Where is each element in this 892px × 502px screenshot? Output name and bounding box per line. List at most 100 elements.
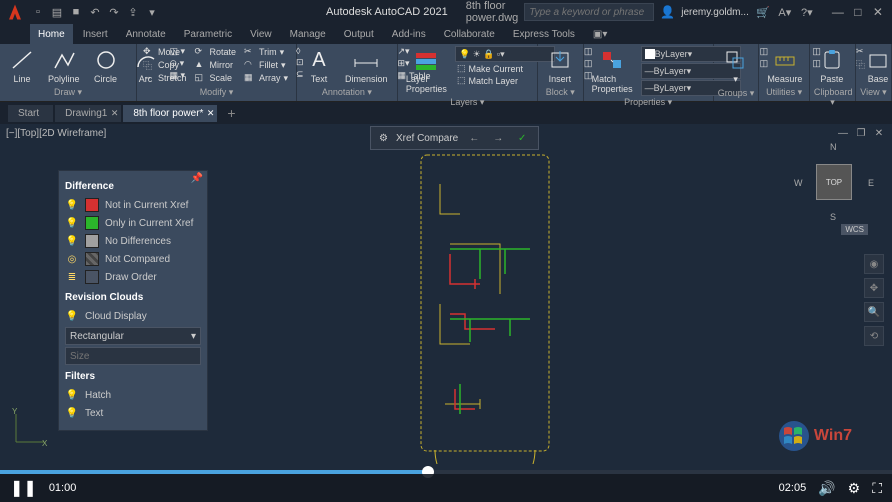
panel-layers-title[interactable]: Layers ▾ [402,96,533,109]
palette-row[interactable]: ◎Not Compared [65,250,201,268]
polyline-button[interactable]: Polyline [44,46,84,86]
ribbon-tab-parametric[interactable]: Parametric [176,24,240,44]
cloud-shape-combo[interactable]: Rectangular▾ [65,327,201,345]
insert-button[interactable]: Insert [542,46,578,86]
maximize-button[interactable]: □ [849,3,867,21]
panel-properties-title[interactable]: Properties ▾ [588,96,709,109]
array-button[interactable]: ▦Array ▾ [242,72,290,84]
qat-save-icon[interactable]: ■ [68,4,84,20]
apps-icon[interactable]: A▾ [777,4,793,20]
viewport-restore-icon[interactable]: ❐ [854,126,868,140]
panel-view-title[interactable]: View ▾ [860,86,887,99]
panel-annotation-title[interactable]: Annotation ▾ [301,86,393,99]
line-button[interactable]: Line [4,46,40,86]
panel-clipboard-title[interactable]: Clipboard ▾ [814,86,851,109]
wcs-badge[interactable]: WCS [841,224,868,235]
paste-button[interactable]: Paste [814,46,850,86]
ribbon-tab-insert[interactable]: Insert [75,24,116,44]
panel-utilities-title[interactable]: Utilities ▾ [763,86,805,99]
ribbon-tab-collaborate[interactable]: Collaborate [436,24,503,44]
search-input[interactable] [524,3,654,21]
viewcube[interactable]: TOP N S E W [794,142,874,222]
xref-accept-button[interactable]: ✓ [514,130,530,146]
xref-next-button[interactable]: → [490,130,506,146]
viewport-minimize-icon[interactable]: — [836,126,850,140]
circle-button[interactable]: Circle [88,46,124,86]
ribbon-tab-view[interactable]: View [242,24,280,44]
target-icon[interactable]: ◎ [65,252,79,266]
group-button[interactable]: ▾ [718,46,754,87]
qat-open-icon[interactable]: ▤ [49,4,65,20]
fillet-button[interactable]: ◠Fillet ▾ [242,59,290,71]
volume-icon[interactable]: 🔊 [818,480,835,497]
palette-row[interactable]: 💡No Differences [65,232,201,250]
mirror-button[interactable]: ▲Mirror [192,59,238,71]
panel-block-title[interactable]: Block ▾ [542,86,579,99]
user-icon[interactable]: 👤 [660,5,675,19]
copy-button[interactable]: ⿻Copy [141,59,189,71]
cart-icon[interactable]: 🛒 [755,4,771,20]
nav-pan-icon[interactable]: ✥ [864,278,884,298]
cloud-display-row[interactable]: 💡Cloud Display [65,307,201,325]
lightbulb-icon[interactable]: 💡 [65,198,79,212]
palette-row[interactable]: ≣Draw Order [65,268,201,286]
scale-button[interactable]: ◱Scale [192,72,238,84]
ribbon-tab-output[interactable]: Output [336,24,382,44]
add-tab-button[interactable]: + [219,105,243,121]
viewcube-e[interactable]: E [868,178,874,188]
lightbulb-icon[interactable]: 💡 [65,388,79,402]
lightbulb-icon[interactable]: 💡 [65,406,79,420]
gear-icon[interactable]: ⚙ [379,133,388,144]
help-icon[interactable]: ?▾ [799,4,815,20]
palette-row[interactable]: 💡Only in Current Xref [65,214,201,232]
stretch-button[interactable]: ⇔Stretch [141,72,189,84]
viewcube-w[interactable]: W [794,178,803,188]
lightbulb-icon[interactable]: 💡 [65,234,79,248]
text-button[interactable]: AText [301,46,337,86]
ribbon-tab-addins[interactable]: Add-ins [384,24,434,44]
nav-orbit-icon[interactable]: ⟲ [864,326,884,346]
qat-redo-icon[interactable]: ↷ [106,4,122,20]
move-button[interactable]: ✥Move [141,46,189,58]
viewcube-s[interactable]: S [830,212,836,222]
base-button[interactable]: Base [860,46,892,86]
trim-button[interactable]: ✂Trim ▾ [242,46,290,58]
ribbon-tab-manage[interactable]: Manage [282,24,334,44]
qat-new-icon[interactable]: ▫ [30,4,46,20]
viewport-close-icon[interactable]: ✕ [872,126,886,140]
stack-icon[interactable]: ≣ [65,270,79,284]
dimension-button[interactable]: Dimension [341,46,392,86]
ribbon-tab-annotate[interactable]: Annotate [118,24,174,44]
lightbulb-icon[interactable]: 💡 [65,216,79,230]
measure-button[interactable]: Measure [763,46,806,86]
pause-button[interactable]: ❚❚ [10,478,37,498]
settings-icon[interactable]: ⚙ [848,480,861,497]
fullscreen-icon[interactable]: ⛶ [872,480,882,497]
ribbon-tab-home[interactable]: Home [30,24,73,44]
pin-icon[interactable]: 📌 [191,173,203,184]
viewcube-n[interactable]: N [830,142,837,152]
rotate-button[interactable]: ⟳Rotate [192,46,238,58]
nav-wheel-icon[interactable]: ◉ [864,254,884,274]
user-name[interactable]: jeremy.goldm... [681,7,749,18]
panel-draw-title[interactable]: Draw ▾ [4,86,132,99]
ribbon-tab-express[interactable]: Express Tools [505,24,583,44]
panel-modify-title[interactable]: Modify ▾ [141,86,292,99]
doc-tab-8thfloor[interactable]: 8th floor power*✕ [123,105,217,122]
qat-undo-icon[interactable]: ↶ [87,4,103,20]
panel-groups-title[interactable]: Groups ▾ [718,87,755,100]
doc-tab-start[interactable]: Start [8,105,53,122]
filter-hatch-row[interactable]: 💡Hatch [65,386,201,404]
doc-tab-drawing1[interactable]: Drawing1✕ [55,105,121,122]
viewport[interactable]: [−][Top][2D Wireframe] — ❐ ✕ ⚙ Xref Comp… [0,124,892,482]
xref-prev-button[interactable]: ← [466,130,482,146]
match-properties-button[interactable]: Match Properties [588,46,637,96]
close-tab-icon[interactable]: ✕ [207,108,215,119]
qat-share-icon[interactable]: ⇪ [125,4,141,20]
close-tab-icon[interactable]: ✕ [111,108,119,119]
nav-zoom-icon[interactable]: 🔍 [864,302,884,322]
cloud-size-input[interactable] [65,347,201,365]
ribbon-overflow-icon[interactable]: ▣▾ [585,24,615,44]
layer-properties-button[interactable]: Layer Properties [402,46,451,96]
lightbulb-icon[interactable]: 💡 [65,309,79,323]
